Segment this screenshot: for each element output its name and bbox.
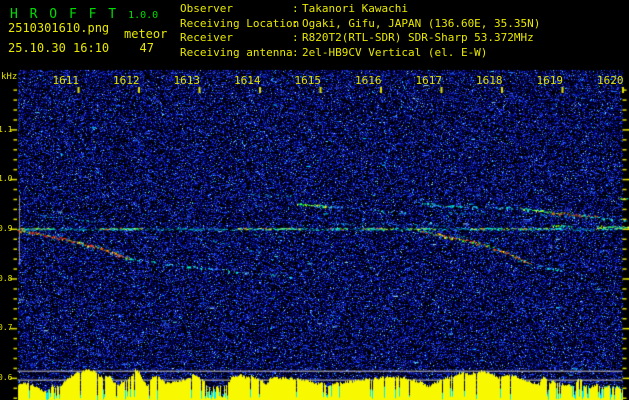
info-value: Takanori Kawachi	[302, 2, 408, 15]
info-row-1: Receiving Location: Ogaki, Gifu, JAPAN (1…	[180, 17, 540, 32]
info-colon: :	[292, 2, 299, 15]
info-label: Receiving Location	[180, 16, 300, 30]
info-row-0: Observer: Takanori Kawachi	[180, 2, 540, 17]
observation-datetime: 25.10.30 16:10	[8, 41, 110, 55]
info-colon: :	[292, 31, 299, 45]
title-row: H R O F F T 1.0.0	[10, 3, 158, 22]
info-colon: :	[292, 45, 299, 59]
info-label: Receiving antenna	[180, 45, 293, 59]
receiver-info-block: Observer: Takanori Kawachi Receiving Locat…	[180, 2, 540, 60]
mode-label: meteor	[124, 27, 168, 41]
info-colon: :	[292, 16, 299, 30]
info-row-2: Receiver: R820T2(RTL-SDR) SDR-Sharp 53.37…	[180, 31, 540, 46]
meteor-count: 47	[139, 41, 154, 55]
info-label: Observer	[180, 2, 233, 15]
app-title: H R O F F T	[10, 7, 119, 22]
output-filename: 2510301610.png	[8, 21, 110, 35]
info-value: Ogaki, Gifu, JAPAN (136.60E, 35.35N)	[302, 16, 541, 30]
app-version: 1.0.0	[128, 10, 159, 21]
info-value: R820T2(RTL-SDR) SDR-Sharp 53.372MHz	[302, 31, 534, 45]
info-row-3: Receiving antenna: 2el-HB9CV Vertical (el…	[180, 46, 540, 61]
info-value: 2el-HB9CV Vertical (el. E-W)	[302, 45, 488, 59]
header: H R O F F T 1.0.0 2510301610.png meteor 2…	[0, 0, 629, 70]
info-label: Receiver	[180, 31, 233, 45]
